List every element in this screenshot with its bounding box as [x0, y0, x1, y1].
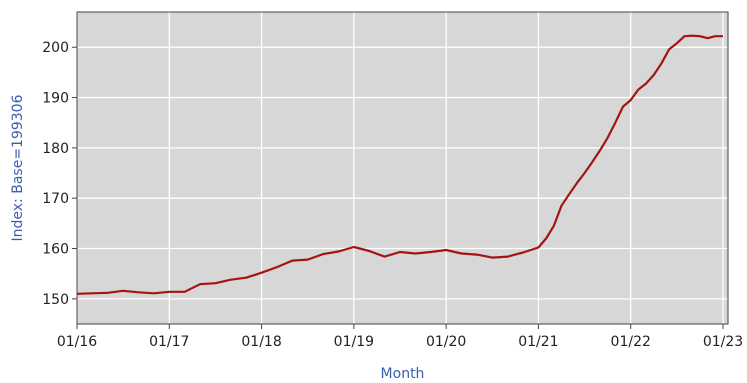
x-tick-label: 01/19 [334, 334, 374, 350]
x-tick-label: 01/23 [703, 334, 743, 350]
plot-frame [76, 11, 729, 325]
horizontal-gridlines [77, 46, 728, 300]
y-axis-title: Index: Base=199306 [10, 94, 26, 241]
x-tick-label: 01/18 [241, 334, 281, 350]
y-tick-label: 190 [42, 91, 69, 107]
x-tick-label: 01/20 [426, 334, 466, 350]
x-tick-label: 01/22 [611, 334, 651, 350]
y-tick-label: 200 [42, 40, 69, 56]
x-axis-title: Month [381, 366, 425, 382]
y-tick-label: 180 [42, 141, 69, 157]
x-tick-label: 01/17 [149, 334, 189, 350]
x-tick-label: 01/21 [518, 334, 558, 350]
y-tick-label: 160 [42, 242, 69, 258]
x-axis-ticks: 01/16 01/17 01/18 01/19 01/20 01/21 01/22 01/23 [57, 324, 743, 350]
y-tick-label: 170 [42, 191, 69, 207]
y-tick-label: 150 [42, 292, 69, 308]
series-line [76, 34, 723, 295]
x-tick-label: 01/16 [57, 334, 97, 350]
y-axis-ticks: 150 160 170 180 190 200 [42, 40, 77, 308]
plot-area [77, 12, 728, 324]
